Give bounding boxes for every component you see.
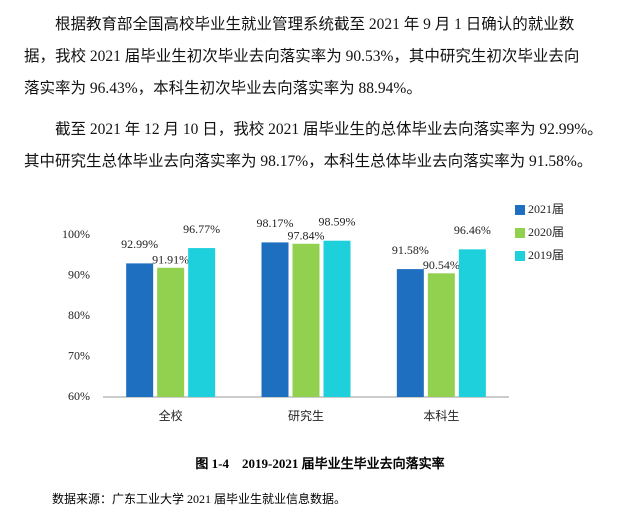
value-label: 98.17% bbox=[257, 216, 294, 230]
bar bbox=[292, 243, 320, 397]
value-label: 91.58% bbox=[392, 243, 429, 257]
paragraph-line: 其中研究生总体毕业去向落实率为 98.17%，本科生总体毕业去向落实率为 91.… bbox=[24, 153, 593, 170]
legend-label: 2019届 bbox=[528, 248, 564, 262]
bar bbox=[458, 249, 486, 397]
legend-swatch bbox=[515, 228, 525, 238]
legend-label: 2021届 bbox=[528, 202, 564, 216]
value-label: 97.84% bbox=[288, 228, 325, 242]
figure-caption: 图 1-4 2019-2021 届毕业生毕业去向落实率 bbox=[195, 456, 445, 471]
value-label: 90.54% bbox=[423, 258, 460, 272]
bar bbox=[261, 242, 289, 397]
legend-label: 2020届 bbox=[528, 225, 564, 239]
value-label: 91.91% bbox=[152, 253, 189, 267]
value-label: 92.99% bbox=[121, 237, 158, 251]
value-label: 98.59% bbox=[319, 214, 356, 228]
bar bbox=[396, 269, 424, 397]
bar bbox=[188, 248, 216, 397]
y-tick-label: 80% bbox=[68, 308, 90, 322]
legend-swatch bbox=[515, 205, 525, 215]
bar bbox=[427, 273, 455, 397]
value-label: 96.77% bbox=[183, 222, 220, 236]
source-note: 数据来源：广东工业大学 2021 届毕业生就业信息数据。 bbox=[52, 492, 347, 506]
legend-swatch bbox=[515, 251, 525, 261]
paragraph-line: 截至 2021 年 12 月 10 日，我校 2021 届毕业生的总体毕业去向落… bbox=[55, 121, 603, 138]
bar bbox=[157, 267, 185, 397]
y-tick-label: 70% bbox=[68, 348, 90, 362]
paragraph-line: 落实率为 96.43%，本科生初次毕业去向落实率为 88.94%。 bbox=[24, 80, 422, 97]
bar bbox=[126, 263, 154, 397]
y-tick-label: 60% bbox=[68, 389, 90, 403]
x-tick-label: 全校 bbox=[159, 408, 183, 423]
y-tick-label: 90% bbox=[68, 267, 90, 281]
bar bbox=[323, 240, 351, 397]
y-tick-label: 100% bbox=[62, 227, 90, 241]
paragraph-line: 根据教育部全国高校毕业生就业管理系统截至 2021 年 9 月 1 日确认的就业… bbox=[55, 16, 575, 33]
paragraph-line: 据，我校 2021 届毕业生初次毕业去向落实率为 90.53%，其中研究生初次毕… bbox=[24, 48, 580, 65]
value-label: 96.46% bbox=[454, 223, 491, 237]
x-tick-label: 研究生 bbox=[288, 408, 324, 423]
x-tick-label: 本科生 bbox=[423, 409, 459, 423]
